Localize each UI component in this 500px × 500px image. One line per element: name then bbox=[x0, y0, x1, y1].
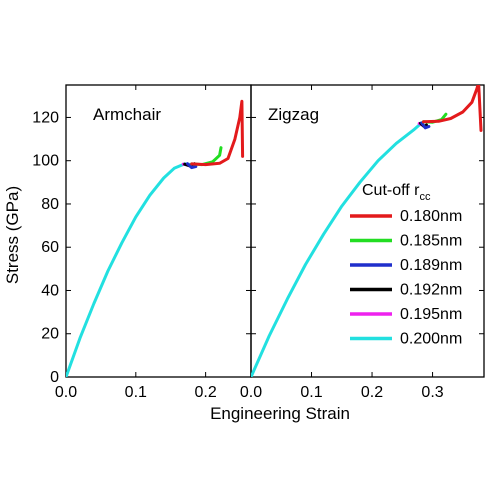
y-axis-label: Stress (GPa) bbox=[3, 186, 22, 284]
y-tick-label: 120 bbox=[32, 109, 59, 126]
series-line-0.185nm bbox=[190, 146, 223, 167]
zigzag-panel: 0.0 0.1 0.2 0.3 Zigzag bbox=[240, 84, 485, 401]
plot-frame bbox=[250, 84, 485, 378]
y-tick-label: 20 bbox=[41, 326, 59, 343]
legend-entry-label: 0.200nm bbox=[400, 331, 462, 348]
panel-title: Zigzag bbox=[268, 105, 319, 124]
series-line-0.200nm bbox=[66, 162, 194, 377]
legend-entry-label: 0.189nm bbox=[400, 257, 462, 274]
y-tick-label: 0 bbox=[50, 369, 59, 386]
y-tick-label: 40 bbox=[41, 282, 59, 299]
armchair-panel: 0.0 0.1 0.2 0 20 40 60 80 100 120 Armchair bbox=[32, 84, 252, 401]
legend: Cut-off rcc 0.180nm 0.185nm 0.189nm 0.192nm… bbox=[350, 182, 462, 348]
series-line-0.180nm bbox=[422, 85, 483, 132]
legend-entries: 0.180nm 0.185nm 0.189nm 0.192nm 0.195nm 0.200… bbox=[350, 208, 462, 348]
y-tick-label: 80 bbox=[41, 196, 59, 213]
x-tick-label: 0.0 bbox=[55, 384, 77, 401]
plot-frame bbox=[65, 84, 252, 378]
x-tick-label: 0.1 bbox=[300, 384, 322, 401]
panel-title: Armchair bbox=[93, 105, 161, 124]
x-tick-label: 0.2 bbox=[361, 384, 383, 401]
x-axis-label: Engineering Strain bbox=[210, 404, 350, 423]
series-line-0.200nm bbox=[251, 120, 425, 377]
legend-entry-label: 0.185nm bbox=[400, 233, 462, 250]
series-line-0.189nm bbox=[186, 162, 198, 170]
legend-title: Cut-off rcc bbox=[362, 182, 431, 203]
x-tick-label: 0.0 bbox=[240, 384, 262, 401]
x-tick-label: 0.3 bbox=[421, 384, 443, 401]
legend-entry-label: 0.192nm bbox=[400, 282, 462, 299]
y-tick-label: 60 bbox=[41, 239, 59, 256]
x-tick-label: 0.2 bbox=[194, 384, 216, 401]
series-line-0.180nm bbox=[190, 99, 245, 167]
y-tick-label: 100 bbox=[32, 153, 59, 170]
x-tick-label: 0.1 bbox=[125, 384, 147, 401]
legend-entry-label: 0.195nm bbox=[400, 306, 462, 323]
series-line-0.189nm bbox=[420, 121, 431, 130]
legend-entry-label: 0.180nm bbox=[400, 208, 462, 225]
